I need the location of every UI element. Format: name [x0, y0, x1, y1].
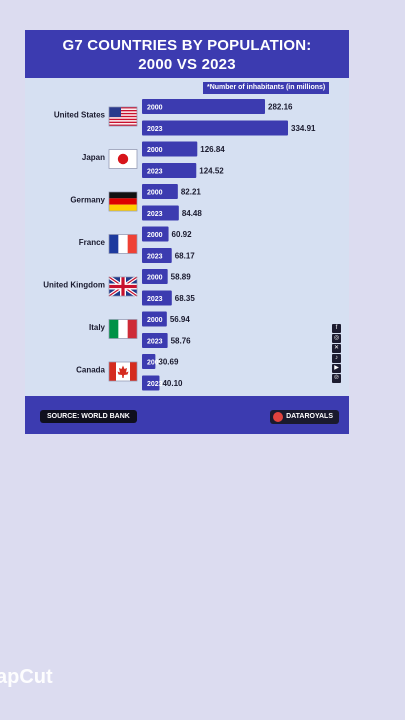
year-label: 2023 — [147, 169, 163, 176]
brand-name: DATAROYALS — [286, 413, 333, 420]
bar-2000 — [142, 184, 178, 199]
country-label: Japan — [82, 153, 105, 162]
instagram-icon: ◎ — [332, 334, 341, 343]
unit-note: *Number of inhabitants (in millions) — [203, 82, 330, 94]
country-label: United States — [54, 111, 106, 120]
x-icon: ✕ — [332, 344, 341, 353]
value-label: 84.48 — [182, 209, 203, 218]
pinterest-icon: ℗ — [332, 374, 341, 383]
bar-2000 — [142, 226, 169, 242]
brand-badge: DATAROYALS — [270, 410, 339, 424]
bar-2023 — [142, 375, 160, 391]
year-label: 2000 — [147, 360, 163, 367]
value-label: 58.89 — [171, 273, 192, 282]
chart-footer: SOURCE: WORLD BANK DATAROYALS — [25, 396, 349, 434]
year-label: 2023 — [147, 211, 163, 218]
year-label: 2000 — [147, 190, 163, 197]
bar-chart: United States 2000 282.16 2023 334.91 Japan 20… — [43, 99, 316, 391]
value-label: 82.21 — [181, 188, 202, 197]
value-label: 30.69 — [158, 358, 179, 367]
year-label: 2023 — [147, 296, 163, 303]
year-label: 2023 — [147, 126, 163, 133]
bar-2023 — [142, 333, 168, 348]
year-label: 2023 — [147, 254, 163, 261]
chart-title: G7 COUNTRIES BY POPULATION: — [62, 37, 312, 54]
source-badge: SOURCE: WORLD BANK — [40, 410, 137, 423]
year-label: 2000 — [147, 105, 163, 112]
bar-2023 — [142, 163, 197, 178]
japan-flag-icon — [108, 149, 138, 169]
youtube-icon: ▶ — [332, 364, 341, 373]
country-label: Germany — [70, 196, 105, 205]
bar-2000 — [142, 269, 168, 284]
country-label: France — [79, 238, 106, 247]
watermark: apCut — [0, 666, 53, 688]
social-icons: f ◎ ✕ ♪ ▶ ℗ — [332, 324, 342, 384]
facebook-icon: f — [332, 324, 341, 333]
year-label: 2000 — [147, 232, 163, 239]
value-label: 40.10 — [162, 379, 183, 388]
bar-2023 — [142, 120, 288, 136]
value-label: 334.91 — [291, 124, 316, 133]
infographic-card: G7 COUNTRIES BY POPULATION: 2000 VS 2023… — [25, 30, 349, 434]
value-label: 58.76 — [171, 337, 192, 346]
uk-flag-icon — [108, 275, 138, 298]
country-label: Canada — [76, 366, 105, 375]
chart-subtitle: 2000 VS 2023 — [138, 56, 236, 73]
bar-2000 — [142, 99, 266, 114]
bar-2023 — [142, 290, 172, 306]
bar-2023 — [142, 205, 179, 221]
bar-2023 — [142, 248, 172, 263]
italy-flag-icon — [108, 319, 138, 339]
value-label: 68.17 — [175, 252, 196, 261]
value-label: 124.52 — [199, 167, 224, 176]
year-label: 2023 — [147, 339, 163, 346]
year-label: 2000 — [147, 275, 163, 282]
chart-header: G7 COUNTRIES BY POPULATION: 2000 VS 2023 — [25, 30, 349, 78]
bar-2000 — [142, 311, 167, 327]
brand-logo-icon — [273, 412, 284, 422]
year-label: 2000 — [147, 147, 163, 154]
tiktok-icon: ♪ — [332, 354, 341, 363]
france-flag-icon — [108, 234, 138, 254]
canada-flag-icon — [108, 361, 138, 382]
us-flag-icon — [108, 106, 138, 127]
bar-2000 — [142, 354, 156, 369]
country-label: Italy — [89, 323, 106, 332]
value-label: 282.16 — [268, 103, 293, 112]
year-label: 2023 — [147, 381, 163, 388]
value-label: 56.94 — [170, 315, 191, 324]
bar-2000 — [142, 141, 198, 157]
germany-flag-icon — [108, 191, 138, 212]
value-label: 60.92 — [172, 230, 193, 239]
value-label: 68.35 — [175, 294, 196, 303]
value-label: 126.84 — [200, 145, 225, 154]
country-label: United Kingdom — [43, 281, 105, 290]
year-label: 2000 — [147, 317, 163, 324]
